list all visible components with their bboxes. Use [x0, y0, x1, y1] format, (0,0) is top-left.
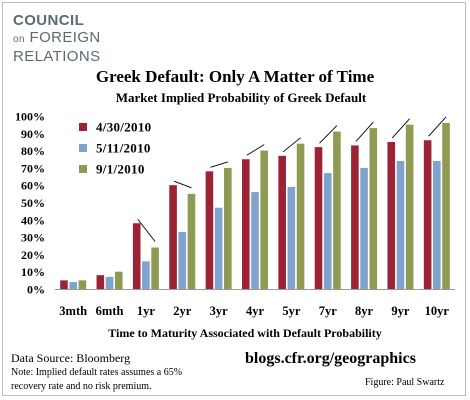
bar-7yr-series-1	[314, 147, 323, 289]
legend-label-3: 9/1/2010	[96, 162, 145, 177]
data-source: Data Source: Bloomberg	[11, 351, 131, 365]
bar-5yr-series-3	[296, 143, 305, 289]
trend-line	[282, 137, 301, 153]
bar-4yr-series-2	[251, 192, 259, 289]
trend-line	[210, 161, 228, 168]
figure-frame: COUNCIL on FOREIGN RELATIONS Greek Defau…	[2, 2, 466, 396]
bar-10yr-series-2	[433, 160, 441, 289]
x-tick-label: 5yr	[282, 304, 301, 318]
y-tick-label: 70%	[21, 161, 45, 175]
x-tick-label: 3yr	[210, 304, 229, 318]
x-tick-label: 3mth	[59, 304, 87, 318]
bar-9yr-series-2	[396, 160, 405, 289]
bar-9yr-series-3	[405, 124, 414, 290]
bar-4yr-series-1	[242, 159, 250, 289]
x-axis-label: Time to Maturity Associated with Default…	[108, 326, 382, 340]
bar-2yr-series-1	[169, 185, 177, 289]
bar-6mth-series-2	[105, 276, 114, 289]
chart-title: Greek Default: Only A Matter of Time	[96, 67, 375, 86]
bar-8yr-series-1	[351, 145, 359, 289]
y-tick-label: 60%	[21, 179, 45, 193]
bar-4yr-series-3	[260, 150, 268, 289]
y-tick-label: 10%	[21, 265, 45, 279]
legend-label-2: 5/11/2010	[96, 141, 151, 156]
x-tick-label: 6mth	[96, 304, 124, 318]
trend-line	[246, 144, 265, 156]
greek-default-chart: Greek Default: Only A Matter of Time Mark…	[15, 67, 455, 340]
y-tick-label: 30%	[21, 231, 45, 245]
trend-line	[137, 218, 156, 242]
bar-3mth-series-2	[69, 282, 77, 289]
y-tick-label: 40%	[21, 213, 45, 227]
trend-line	[428, 116, 447, 137]
bar-3yr-series-3	[224, 167, 232, 289]
bar-5yr-series-2	[287, 186, 296, 289]
x-tick-label: 4yr	[246, 304, 265, 318]
trend-line	[355, 121, 374, 142]
trend-line	[173, 180, 192, 189]
y-tick-label: 90%	[21, 127, 45, 141]
y-tick-label: 20%	[21, 248, 45, 262]
x-tick-label: 2yr	[173, 304, 192, 318]
bar-2yr-series-2	[178, 231, 187, 289]
x-tick-label: 8yr	[355, 304, 374, 318]
x-tick-label: 9yr	[391, 304, 410, 318]
figure-credit: Figure: Paul Swartz	[365, 377, 445, 388]
note-line-2: recovery rate and no risk premium.	[11, 381, 152, 392]
legend-swatch-3	[79, 165, 87, 173]
y-tick-label: 80%	[21, 144, 45, 158]
chart-subtitle: Market Implied Probability of Greek Defa…	[116, 90, 367, 105]
logo-line-council: COUNCIL	[13, 12, 85, 29]
bar-3yr-series-1	[205, 171, 214, 289]
note-line-1: Note: Implied default rates assumes a 65…	[11, 367, 183, 378]
bar-9yr-series-1	[387, 141, 396, 289]
legend-swatch-2	[79, 144, 87, 152]
bar-3mth-series-1	[60, 280, 68, 289]
trend-line	[391, 118, 410, 139]
cfr-logo: COUNCIL on FOREIGN RELATIONS	[13, 12, 101, 65]
y-tick-label: 0%	[27, 283, 45, 297]
logo-line-foreign: on FOREIGN	[13, 29, 101, 46]
bar-2yr-series-3	[187, 193, 196, 289]
bar-6mth-series-3	[114, 271, 123, 289]
bar-8yr-series-3	[369, 128, 378, 289]
blog-url[interactable]: blogs.cfr.org/geographics	[245, 350, 416, 367]
bar-6mth-series-1	[96, 275, 105, 289]
x-tick-label: 10yr	[425, 304, 450, 318]
logo-small-on: on	[13, 34, 25, 45]
bar-10yr-series-3	[442, 122, 450, 289]
legend-swatch-1	[79, 123, 87, 131]
bar-5yr-series-1	[278, 155, 286, 289]
x-tick-label: 1yr	[137, 304, 156, 318]
trend-line	[319, 125, 338, 144]
bar-3yr-series-2	[214, 207, 223, 289]
bar-7yr-series-2	[323, 173, 332, 289]
logo-line-relations: RELATIONS	[13, 48, 101, 65]
bar-1yr-series-1	[132, 223, 141, 289]
bar-1yr-series-2	[142, 261, 150, 289]
bar-8yr-series-2	[360, 167, 368, 289]
legend-label-1: 4/30/2010	[96, 120, 151, 135]
bar-7yr-series-3	[333, 131, 341, 289]
y-tick-label: 50%	[21, 196, 45, 210]
x-tick-label: 7yr	[319, 304, 338, 318]
bar-10yr-series-1	[423, 140, 432, 289]
bar-1yr-series-3	[151, 247, 159, 289]
bar-3mth-series-3	[78, 280, 87, 289]
y-tick-label: 100%	[15, 110, 45, 124]
